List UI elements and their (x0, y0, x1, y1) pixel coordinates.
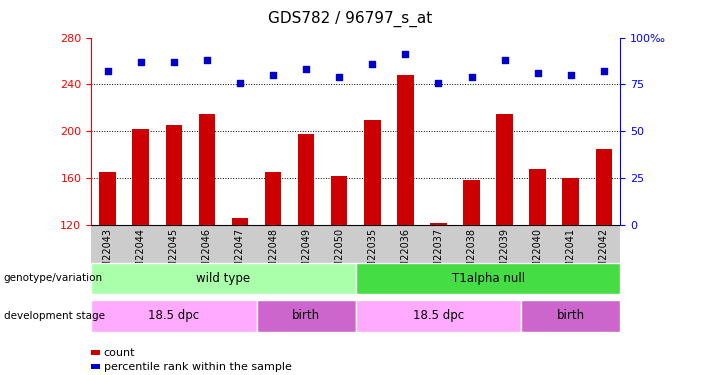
Point (201, 57, 212, 63)
Bar (596, 149, 612, 225)
Point (532, 70, 543, 76)
Bar (298, 134, 315, 225)
Point (400, 51, 411, 57)
Bar (562, 178, 579, 225)
Bar (100, 172, 116, 225)
Bar (265, 172, 281, 225)
Point (102, 68, 114, 74)
Bar (529, 169, 546, 225)
Point (268, 72, 279, 78)
Text: birth: birth (292, 309, 320, 322)
Bar (430, 223, 447, 225)
Text: genotype/variation: genotype/variation (4, 273, 102, 284)
Text: T1alpha null: T1alpha null (451, 272, 524, 285)
Bar (364, 120, 381, 225)
Bar (397, 75, 414, 225)
Point (301, 66, 312, 72)
Bar (132, 129, 149, 225)
Text: GDS782 / 96797_s_at: GDS782 / 96797_s_at (268, 11, 433, 27)
Text: wild type: wild type (196, 272, 250, 285)
Text: percentile rank within the sample: percentile rank within the sample (104, 362, 292, 372)
Point (598, 68, 609, 74)
Bar (496, 114, 513, 225)
Text: count: count (104, 348, 135, 357)
Point (135, 59, 147, 65)
Point (234, 80, 245, 86)
Point (466, 74, 477, 80)
Point (499, 57, 510, 63)
Bar (463, 180, 479, 225)
Point (367, 61, 378, 67)
Text: 18.5 dpc: 18.5 dpc (413, 309, 464, 322)
Point (433, 80, 444, 86)
Bar (232, 218, 248, 225)
Point (334, 74, 345, 80)
Text: development stage: development stage (4, 311, 104, 321)
Bar (165, 125, 182, 225)
Point (168, 59, 179, 65)
Bar (331, 176, 348, 225)
Text: birth: birth (557, 309, 585, 322)
Text: 18.5 dpc: 18.5 dpc (149, 309, 199, 322)
Point (565, 72, 576, 78)
Bar (198, 114, 215, 225)
